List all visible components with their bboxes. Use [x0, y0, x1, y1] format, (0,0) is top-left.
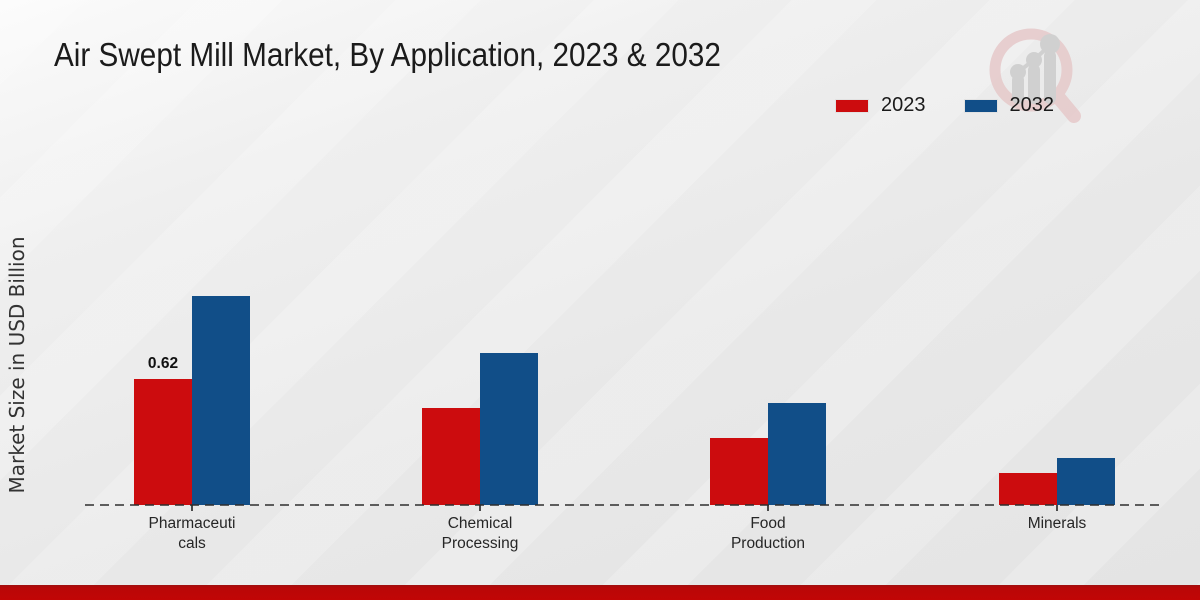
x-axis-baseline — [85, 504, 1163, 506]
bar-2032-food-production — [768, 403, 826, 505]
bar-2032-pharmaceuticals — [192, 296, 250, 505]
legend-item-2032: 2032 — [963, 94, 1055, 117]
x-axis-category-label: Chemical Processing — [441, 515, 519, 553]
bar-value-label: 0.62 — [147, 355, 179, 372]
legend: 2023 2032 — [835, 94, 1054, 117]
x-axis-category-label: Food Production — [730, 515, 806, 553]
x-axis-category-label: Pharmaceuti cals — [148, 515, 236, 553]
x-axis-category-label: Minerals — [1027, 515, 1087, 532]
bar-2032-minerals — [1057, 458, 1115, 505]
bar-2023-food-production — [710, 438, 768, 505]
legend-label-2023: 2023 — [881, 94, 926, 116]
magnifier-bar-chart-logo-icon — [983, 22, 1083, 127]
bar-2032-chemical-processing — [480, 353, 538, 505]
footer-accent-bar — [0, 585, 1200, 600]
chart-title: Air Swept Mill Market, By Application, 2… — [54, 36, 721, 73]
x-axis-tick — [479, 505, 481, 511]
x-axis-tick — [1056, 505, 1058, 511]
legend-swatch-2032 — [963, 98, 998, 113]
bar-2023-minerals — [999, 473, 1057, 505]
legend-swatch-2023 — [835, 98, 869, 113]
bar-2023-pharmaceuticals — [134, 379, 192, 505]
bar-2023-chemical-processing — [422, 408, 480, 505]
legend-item-2023: 2023 — [835, 94, 926, 117]
x-axis-tick — [191, 505, 193, 511]
x-axis-tick — [767, 505, 769, 511]
legend-label-2032: 2032 — [1009, 94, 1055, 116]
